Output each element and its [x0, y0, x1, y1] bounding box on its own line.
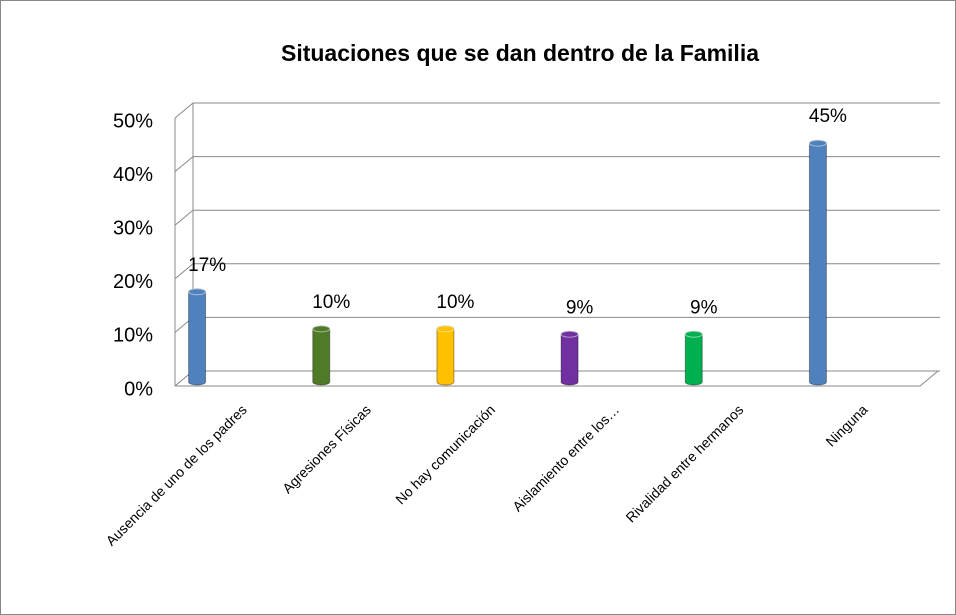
y-tick-label: 40%	[113, 164, 153, 186]
value-label: 9%	[690, 297, 718, 318]
y-tick-label: 20%	[113, 271, 153, 293]
value-label: 10%	[312, 292, 350, 313]
y-tick-label: 30%	[113, 217, 153, 239]
bar-cap	[188, 288, 207, 296]
bar	[312, 325, 331, 386]
value-label: 17%	[188, 255, 226, 276]
bar-cap	[808, 139, 827, 147]
value-label: 10%	[436, 292, 474, 313]
bar	[808, 139, 827, 386]
bar	[684, 330, 703, 386]
grid-diagonal	[174, 263, 194, 280]
grid-diagonal	[174, 102, 194, 119]
bar	[188, 288, 207, 386]
value-label: 9%	[566, 297, 594, 318]
bar	[436, 325, 455, 386]
y-tick-label: 0%	[124, 378, 153, 400]
bar	[560, 330, 579, 386]
bar-cap	[560, 330, 579, 338]
chart-title: Situaciones que se dan dentro de la Fami…	[281, 40, 759, 66]
grid-diagonal	[174, 156, 194, 172]
grid-diagonal	[174, 209, 194, 226]
y-tick-label: 50%	[113, 110, 153, 132]
value-label: 45%	[809, 106, 847, 127]
y-tick-label: 10%	[113, 325, 153, 347]
bar-cap	[312, 325, 331, 333]
bar-cap	[436, 325, 455, 333]
bar-cap	[684, 330, 703, 338]
